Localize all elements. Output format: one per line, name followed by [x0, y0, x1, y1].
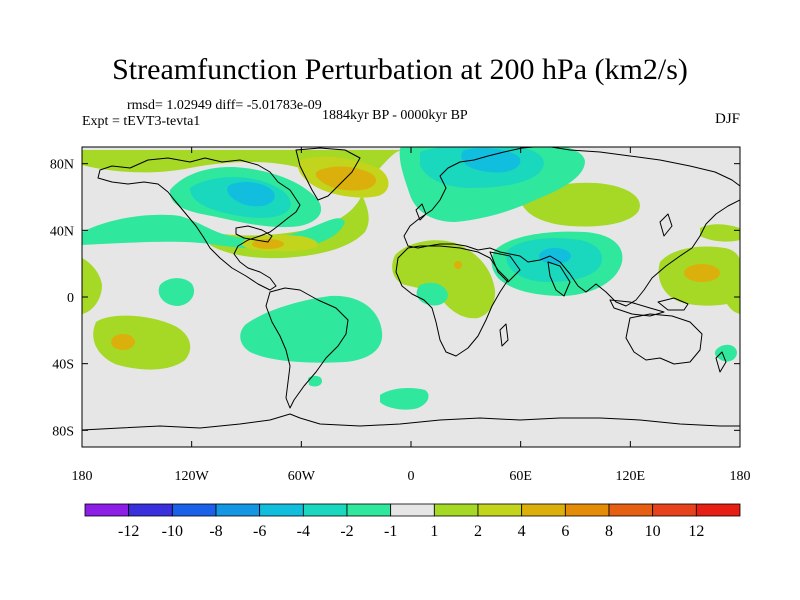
- colorbar: -12 -10 -8 -6 -4 -2 -1 1 2 4 6 8 10 12: [84, 503, 741, 540]
- colorbar-swatch: [564, 503, 610, 517]
- period-label: 1884kyr BP - 0000kyr BP: [322, 108, 468, 123]
- y-tick-label: 40S: [52, 358, 74, 373]
- colorbar-label: -1: [384, 523, 397, 540]
- colorbar-swatch: [84, 503, 130, 517]
- colorbar-swatch: [171, 503, 217, 517]
- colorbar-swatch: [652, 503, 697, 517]
- contour-fill-layer: [82, 147, 740, 410]
- y-tick-label: 80S: [52, 424, 74, 439]
- colorbar-label: -4: [297, 523, 310, 540]
- colorbar-label: 2: [474, 523, 482, 540]
- colorbar-label: 10: [645, 523, 661, 540]
- colorbar-label: 12: [688, 523, 704, 540]
- plot-title: Streamfunction Perturbation at 200 hPa (…: [112, 53, 688, 86]
- negative-strong-regions: [227, 148, 571, 264]
- colorbar-label: 4: [518, 523, 526, 540]
- x-tick-label: 120E: [616, 469, 646, 484]
- colorbar-swatch: [608, 503, 654, 517]
- colorbar-label: 8: [605, 523, 613, 540]
- colorbar-label: -12: [118, 523, 139, 540]
- y-tick-label: 80N: [50, 158, 74, 173]
- x-tick-label: 60W: [288, 469, 316, 484]
- experiment-label: Expt = tEVT3-tevta1: [82, 114, 201, 129]
- x-tick-label: 180: [72, 469, 93, 484]
- colorbar-swatch: [433, 503, 479, 517]
- colorbar-swatch: [128, 503, 173, 517]
- colorbar-label: 6: [561, 523, 569, 540]
- colorbar-swatch: [215, 503, 261, 517]
- coastlines: [82, 147, 740, 431]
- x-tick-label: 180: [730, 469, 751, 484]
- stats-line: rmsd= 1.02949 diff= -5.01783e-09: [127, 98, 322, 113]
- colorbar-swatch: [477, 503, 523, 517]
- colorbar-label: -10: [162, 523, 183, 540]
- colorbar-swatch: [302, 503, 348, 517]
- colorbar-swatch: [259, 503, 304, 517]
- colorbar-label: -8: [209, 523, 222, 540]
- colorbar-swatch: [695, 503, 741, 517]
- y-tick-label: 0: [67, 291, 74, 306]
- x-tick-label: 120W: [175, 469, 210, 484]
- x-tick-label: 0: [408, 469, 415, 484]
- colorbar-label: 1: [430, 523, 438, 540]
- colorbar-swatch: [346, 503, 392, 517]
- colorbar-swatch: [521, 503, 566, 517]
- season-label: DJF: [714, 111, 740, 127]
- colorbar-label: -2: [340, 523, 353, 540]
- y-tick-label: 40N: [50, 224, 74, 239]
- colorbar-label: -6: [253, 523, 266, 540]
- colorbar-swatch: [390, 503, 435, 517]
- x-tick-label: 60E: [509, 469, 532, 484]
- axis-ticks: 180 120W 60W 0 60E 120E 180 80N 40N 0 40S 80S: [50, 147, 751, 484]
